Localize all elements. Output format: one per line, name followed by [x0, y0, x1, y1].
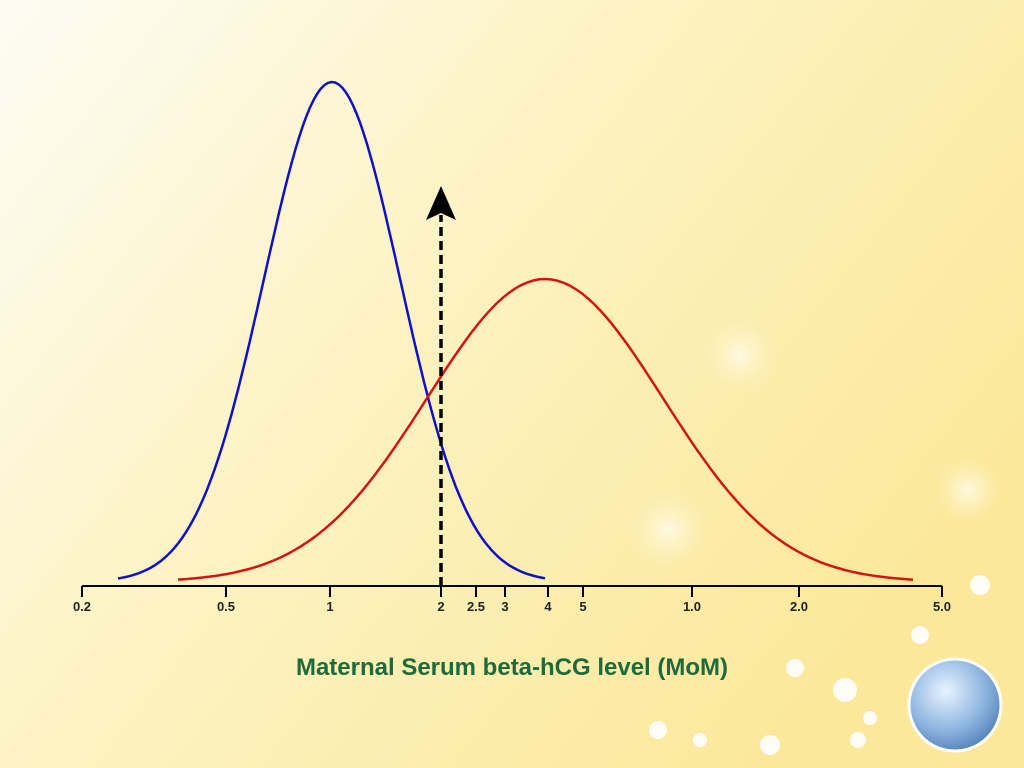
orb-logo	[907, 657, 1003, 753]
tick-label: 2.0	[790, 599, 808, 614]
bubble	[628, 490, 708, 570]
axis-title: Maternal Serum beta-hCG level (MoM)	[296, 654, 728, 681]
normal-distribution-curve	[117, 80, 546, 580]
tick-label: 4	[544, 599, 552, 614]
tick-label: 2.5	[467, 599, 485, 614]
affected-distribution-curve	[177, 277, 914, 581]
bubble	[702, 317, 778, 393]
tick-label: 3	[501, 599, 508, 614]
flowers	[649, 575, 990, 755]
tick-label: 2	[437, 599, 444, 614]
tick-label: 0.5	[217, 599, 235, 614]
tick-label: 1.0	[683, 599, 701, 614]
cutoff-arrow-head	[426, 186, 456, 220]
tick-label: 5.0	[933, 599, 951, 614]
tick-label: 0.2	[73, 599, 91, 614]
tick-label: 1	[326, 599, 333, 614]
bubble	[934, 456, 1002, 524]
tick-label: 5	[579, 599, 586, 614]
